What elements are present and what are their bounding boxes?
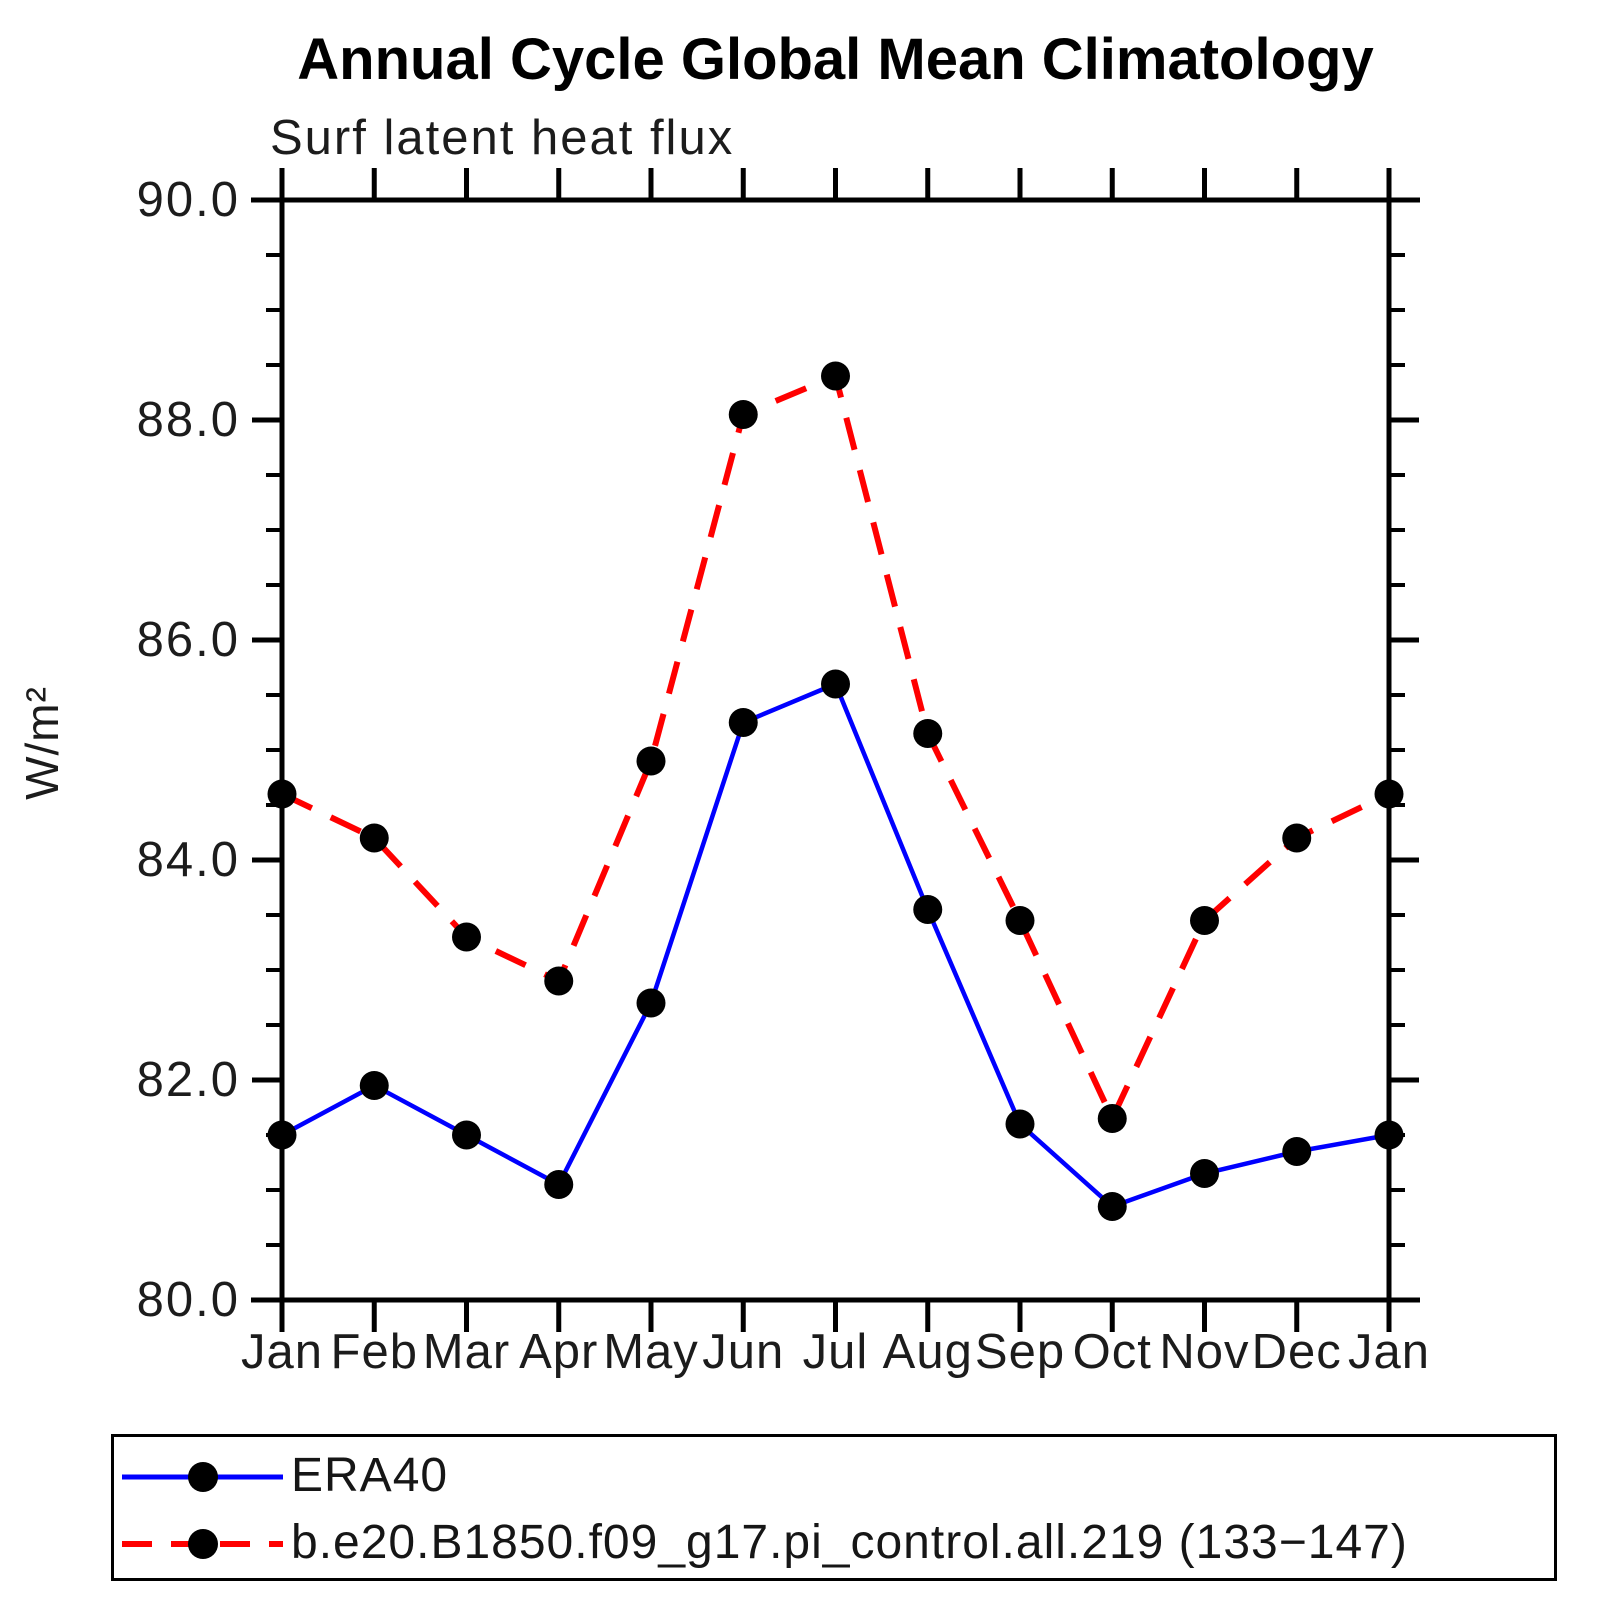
data-point-marker-model [728,400,758,429]
legend-label-model: b.e20.B1850.f09_g17.pi_control.all.219 (… [291,1515,1408,1569]
data-point-marker-model [1190,906,1219,935]
era40-sample-marker-icon [188,1462,218,1492]
data-point-marker-model [544,966,574,996]
data-point-marker-era40 [452,1120,481,1150]
chart-subtitle: Surf latent heat flux [270,111,735,165]
legend-item-model: b.e20.B1850.f09_g17.pi_control.all.219 (… [117,1515,1408,1570]
data-point-marker-era40 [728,708,758,737]
x-tick-label: Apr [519,1325,598,1379]
y-tick-label: 88.0 [137,393,240,447]
legend-item-era40: ERA40 [117,1448,449,1503]
x-tick-label: Jan [241,1325,323,1379]
x-tick-label: Jul [803,1325,869,1379]
data-point-marker-era40 [636,988,666,1018]
chart-title: Annual Cycle Global Mean Climatology [297,27,1374,92]
x-tick-label: May [603,1325,699,1379]
data-point-marker-era40 [359,1071,389,1100]
model-line-sample [122,1529,283,1559]
y-tick-label: 84.0 [137,833,240,887]
data-point-marker-model [1097,1104,1127,1133]
y-tick-label: 90.0 [137,173,240,227]
data-point-marker-era40 [913,895,943,924]
x-tick-label: Jan [1348,1325,1430,1379]
data-point-marker-era40 [1097,1192,1127,1221]
data-point-marker-model [913,719,943,748]
x-tick-label: Feb [331,1325,418,1379]
data-point-marker-model [821,361,850,391]
y-tick-label: 82.0 [137,1053,240,1107]
model-sample-marker-icon [188,1529,218,1559]
x-tick-label: Jun [702,1325,784,1379]
x-tick-label: Nov [1159,1325,1249,1379]
x-tick-label: Oct [1073,1325,1152,1379]
x-tick-label: Dec [1252,1325,1342,1379]
series-line-model [280,371,1391,1126]
data-point-marker-era40 [821,669,850,699]
legend-box: ERA40 b.e20.B1850.f09_g17.pi_control.all… [111,1434,1557,1581]
data-point-marker-model [267,779,297,809]
data-point-marker-model [359,823,389,853]
x-tick-label: Sep [975,1325,1065,1379]
legend-label-era40: ERA40 [291,1448,449,1502]
data-point-marker-model [1005,906,1035,935]
data-point-marker-model [1374,779,1404,809]
data-point-marker-era40 [544,1170,574,1199]
data-point-marker-model [1282,823,1312,853]
data-point-marker-era40 [1374,1120,1404,1150]
era40-line-sample [122,1462,283,1492]
data-point-marker-era40 [1282,1137,1312,1166]
data-point-marker-era40 [1005,1109,1035,1139]
y-tick-label: 86.0 [137,613,240,667]
y-tick-label: 80.0 [137,1273,240,1327]
data-point-marker-era40 [1190,1159,1219,1188]
data-point-marker-era40 [267,1120,297,1150]
data-point-marker-model [452,922,481,952]
x-tick-label: Mar [423,1325,510,1379]
data-point-marker-model [636,746,666,776]
series-line-era40 [280,681,1390,1210]
x-tick-label: Aug [883,1325,973,1379]
